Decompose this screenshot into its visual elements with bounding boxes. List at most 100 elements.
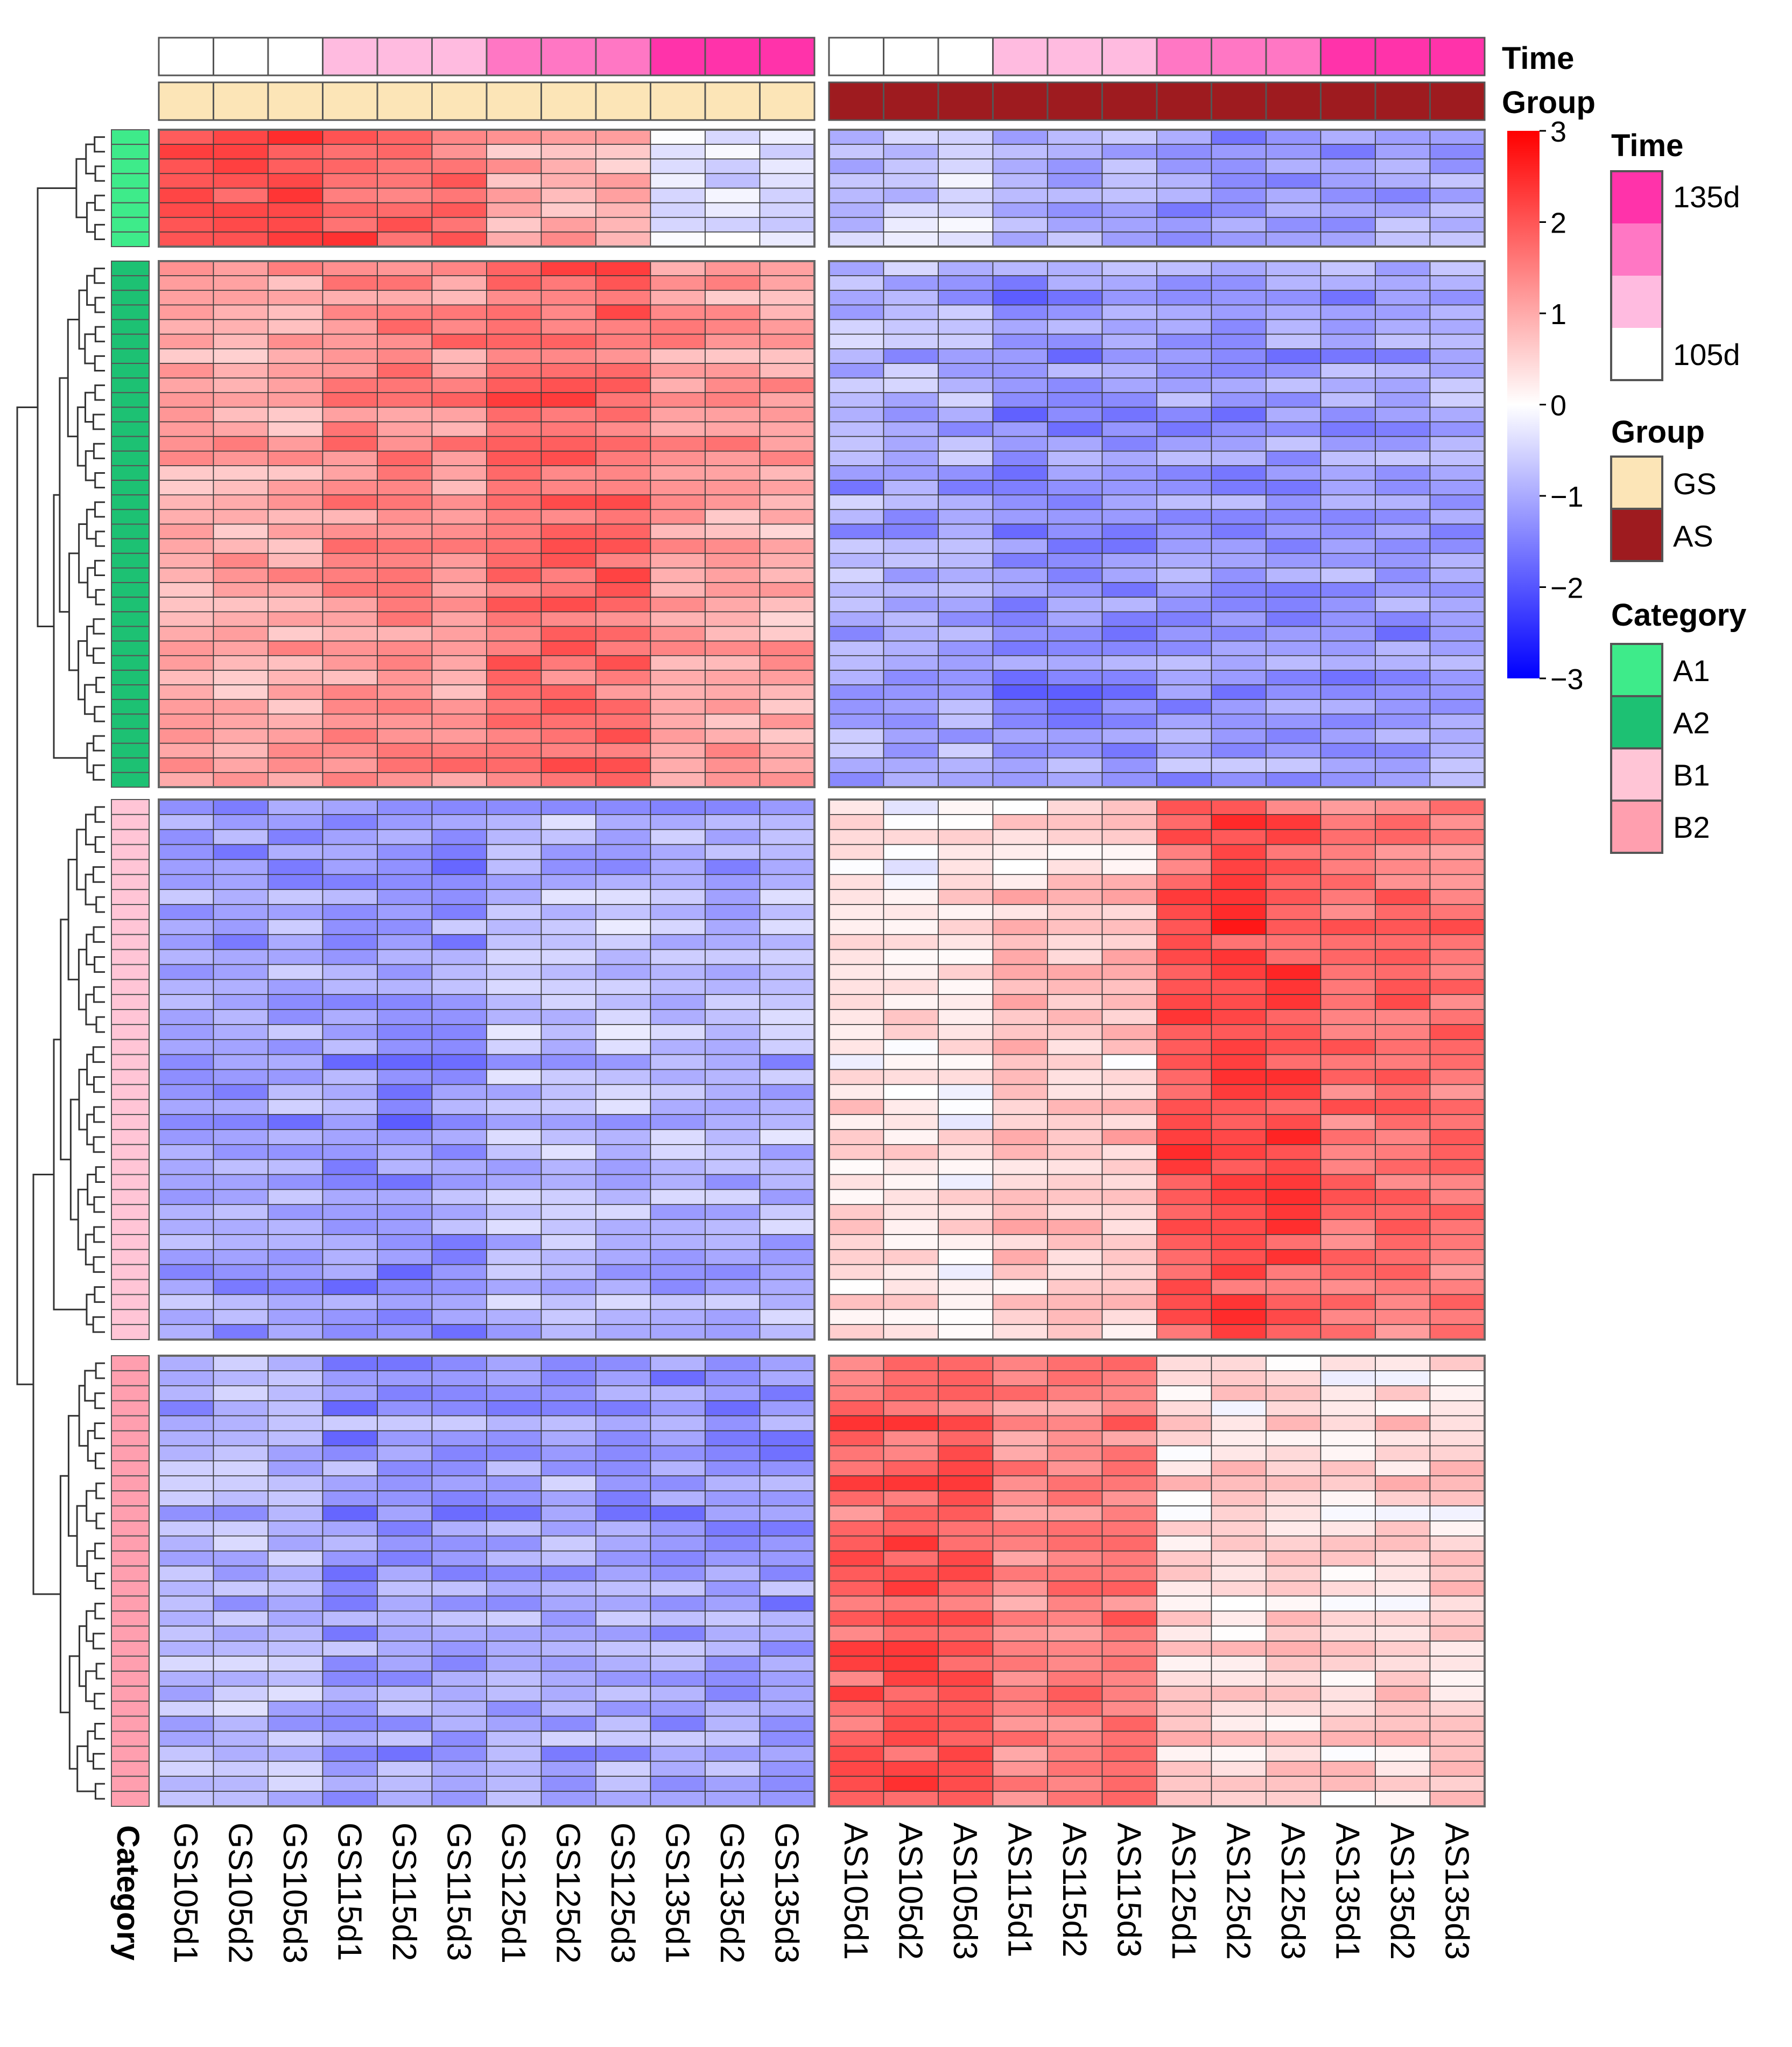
heatmap-cell [486,173,542,189]
heatmap-cell [213,1279,269,1295]
heatmap-cell [1375,1355,1431,1371]
heatmap-cell [1266,1686,1322,1702]
heatmap-cell [650,1324,706,1340]
heatmap-cell [158,421,214,437]
category-cell [111,757,150,773]
heatmap-cell [938,1249,994,1265]
heatmap-cell [828,406,884,423]
heatmap-cell [1047,202,1103,218]
heatmap-cell [213,158,269,174]
category-cell [111,494,150,510]
heatmap-cell [992,979,1048,995]
heatmap-cell [828,1144,884,1160]
heatmap-cell [213,232,269,247]
heatmap-cell [1266,1490,1322,1506]
heatmap-cell [1156,392,1212,408]
heatmap-cell [322,392,378,408]
heatmap-cell [759,1565,815,1582]
heatmap-cell [213,363,269,378]
heatmap-cell [377,1294,433,1310]
heatmap-cell [938,304,994,320]
category-cell [111,640,150,656]
heatmap-cell [828,1595,884,1612]
heatmap-cell [268,979,324,995]
heatmap-cell [759,964,815,980]
heatmap-cell [540,406,596,423]
heatmap-cell [759,919,815,935]
heatmap-cell [595,713,651,730]
heatmap-cell [158,611,214,627]
group-annotation-cell [158,81,214,121]
heatmap-cell [650,451,706,466]
category-axis-label: Category [110,1825,145,1960]
heatmap-cell [486,1715,542,1732]
heatmap-cell [1375,129,1431,145]
heatmap-cell [650,684,706,700]
heatmap-cell [1429,1355,1485,1371]
heatmap-cell [540,216,596,233]
category-cell [111,859,150,875]
heatmap-cell [322,1355,378,1371]
heatmap-cell [595,1776,651,1792]
heatmap-cell [158,1686,214,1702]
dendrogram-branch [94,136,105,153]
heatmap-cell [759,1309,815,1325]
heatmap-cell [1266,611,1322,627]
heatmap-cell [158,582,214,598]
heatmap-cell [540,1475,596,1491]
heatmap-cell [992,1745,1048,1762]
heatmap-cell [213,1656,269,1672]
heatmap-cell [828,1189,884,1205]
heatmap-cell [1429,1174,1485,1190]
heatmap-cell [992,1054,1048,1070]
heatmap-cell [1320,1625,1376,1642]
heatmap-cell [1101,829,1157,845]
heatmap-cell [1320,494,1376,510]
heatmap-cell [486,509,542,525]
heatmap-cell [158,290,214,306]
heatmap-cell [938,889,994,905]
heatmap-cell [1320,1189,1376,1205]
heatmap-cell [158,799,214,815]
heatmap-cell [158,1641,214,1657]
heatmap-cell [828,1234,884,1250]
dendrogram-branch [95,1573,105,1589]
heatmap-cell [268,874,324,890]
heatmap-cell [486,465,542,481]
heatmap-cell [1156,202,1212,218]
heatmap-cell [938,509,994,525]
heatmap-cell [268,934,324,950]
heatmap-cell [1101,421,1157,437]
heatmap-cell [938,1009,994,1025]
heatmap-cell [1320,1610,1376,1627]
heatmap-cell [540,202,596,218]
heatmap-cell [1266,640,1322,656]
heatmap-cell [1429,889,1485,905]
heatmap-cell [1211,1565,1267,1582]
time-legend-swatch-105d [1611,328,1662,380]
heatmap-cell [759,1174,815,1190]
heatmap-cell [1429,1686,1485,1702]
heatmap-cell [1375,611,1431,627]
heatmap-cell [1320,552,1376,569]
heatmap-cell [431,202,487,218]
heatmap-cell [595,1715,651,1732]
category-cell [111,1656,150,1672]
heatmap-cell [322,1415,378,1432]
category-cell [111,1761,150,1777]
heatmap-cell [1156,994,1212,1010]
heatmap-cell [992,1730,1048,1747]
dendrogram-branch [93,926,105,943]
heatmap-cell [883,919,939,935]
heatmap-cell [992,480,1048,496]
heatmap-cell [595,202,651,218]
heatmap-cell [595,144,651,160]
heatmap-cell [322,509,378,525]
heatmap-cell [1429,742,1485,759]
heatmap-block-border [828,798,1486,1341]
heatmap-cell [1211,1174,1267,1190]
heatmap-cell [1429,799,1485,815]
heatmap-cell [992,1039,1048,1055]
heatmap-cell [268,1671,324,1687]
heatmap-cell [1320,1415,1376,1432]
